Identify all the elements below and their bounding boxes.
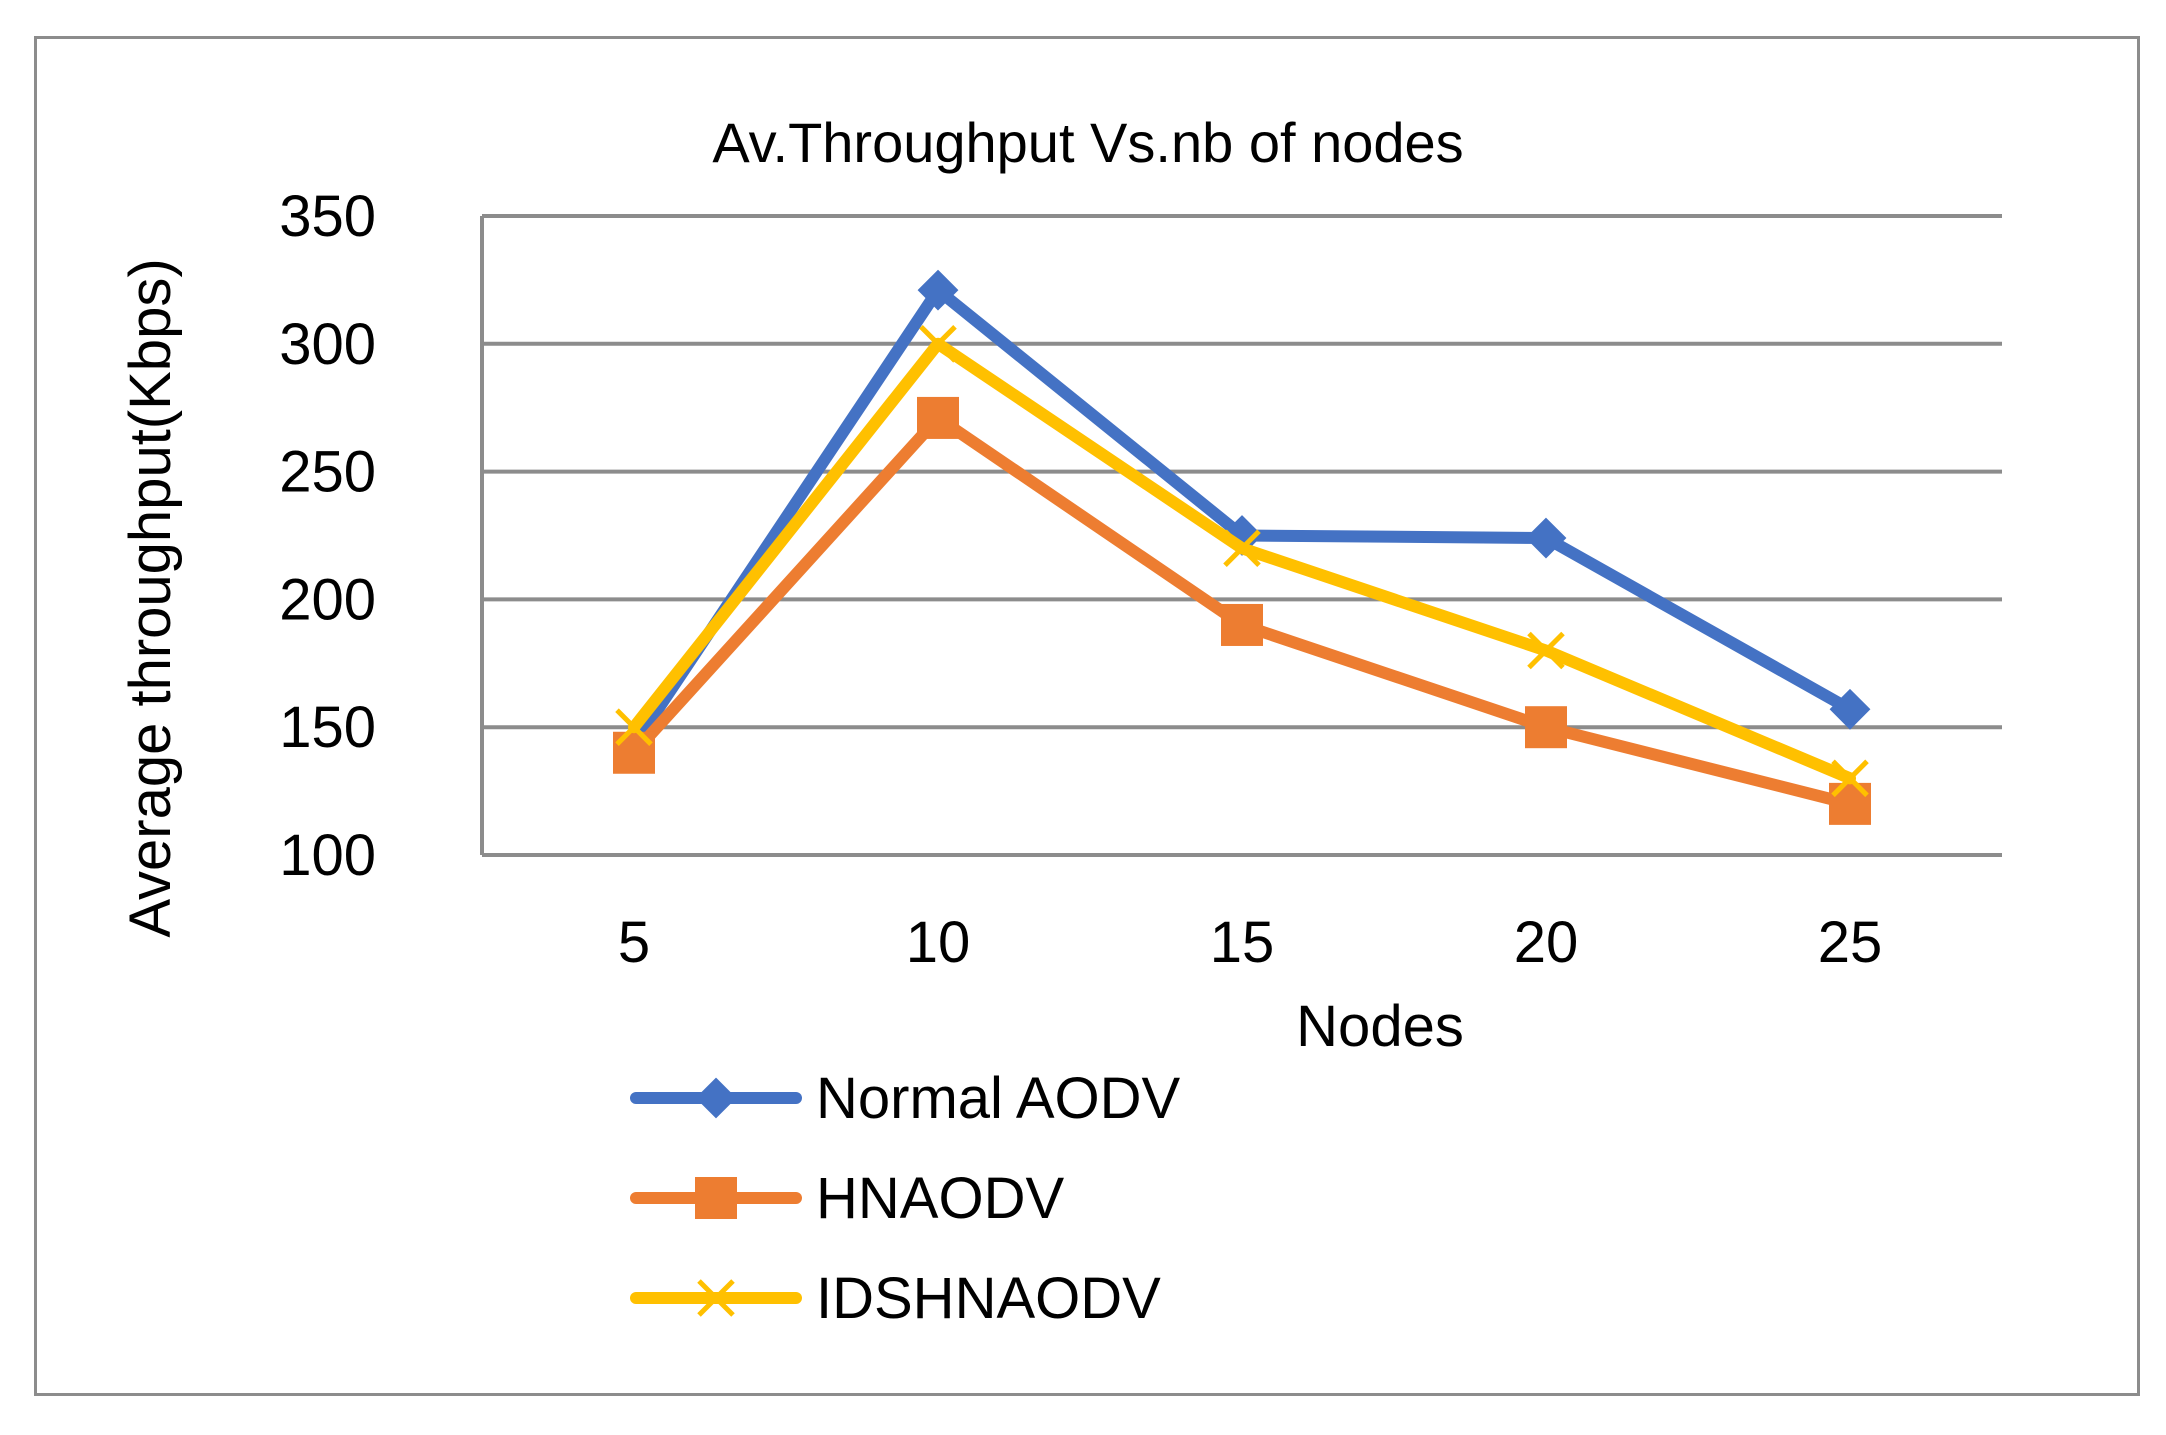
legend-label: IDSHNAODV bbox=[816, 1266, 1161, 1331]
data-point bbox=[1221, 603, 1263, 646]
chart-title: Av.Throughput Vs.nb of nodes bbox=[712, 111, 1463, 174]
data-point bbox=[919, 325, 957, 363]
legend-marker bbox=[695, 1177, 737, 1219]
data-point bbox=[917, 269, 959, 311]
data-point bbox=[1525, 706, 1567, 749]
y-tick-label: 300 bbox=[279, 312, 376, 377]
grid-layer bbox=[480, 214, 2002, 857]
x-axis-title: Nodes bbox=[1296, 994, 1464, 1059]
series-idshnaodv bbox=[615, 325, 1869, 798]
legend-marker bbox=[697, 1279, 735, 1317]
x-tick-label: 20 bbox=[1514, 910, 1579, 975]
legend-label: Normal AODV bbox=[816, 1066, 1181, 1131]
y-tick-labels: 100 150 200 250 300 350 bbox=[279, 184, 376, 888]
data-point bbox=[1829, 782, 1871, 825]
y-tick-label: 350 bbox=[279, 184, 376, 249]
series-line bbox=[628, 337, 1856, 785]
chart-frame bbox=[34, 36, 2140, 1396]
legend-label: HNAODV bbox=[816, 1166, 1064, 1231]
x-tick-label: 10 bbox=[906, 910, 971, 975]
y-tick-label: 100 bbox=[279, 823, 376, 888]
legend: Normal AODV HNAODV IDSHNAODV bbox=[630, 1066, 1181, 1331]
legend-item: Normal AODV bbox=[630, 1066, 1181, 1131]
data-point bbox=[613, 731, 655, 774]
series-layer bbox=[613, 269, 1871, 825]
data-point bbox=[1829, 688, 1871, 730]
legend-item: HNAODV bbox=[630, 1166, 1064, 1231]
legend-marker bbox=[695, 1077, 737, 1119]
data-point bbox=[1223, 529, 1261, 568]
data-point bbox=[1831, 759, 1869, 798]
data-point bbox=[1525, 517, 1567, 559]
data-point bbox=[615, 708, 653, 746]
x-tick-label: 15 bbox=[1210, 910, 1275, 975]
data-point bbox=[917, 396, 959, 439]
y-tick-label: 200 bbox=[279, 567, 376, 632]
data-point bbox=[1527, 631, 1565, 670]
x-tick-label: 25 bbox=[1818, 910, 1883, 975]
y-tick-label: 250 bbox=[279, 440, 376, 505]
x-tick-label: 5 bbox=[618, 910, 650, 975]
x-tick-labels: 5 10 15 20 25 bbox=[618, 910, 1882, 975]
legend-item: IDSHNAODV bbox=[630, 1266, 1161, 1331]
y-tick-label: 150 bbox=[279, 695, 376, 760]
y-axis-title: Average throughput(Kbps) bbox=[118, 258, 183, 937]
